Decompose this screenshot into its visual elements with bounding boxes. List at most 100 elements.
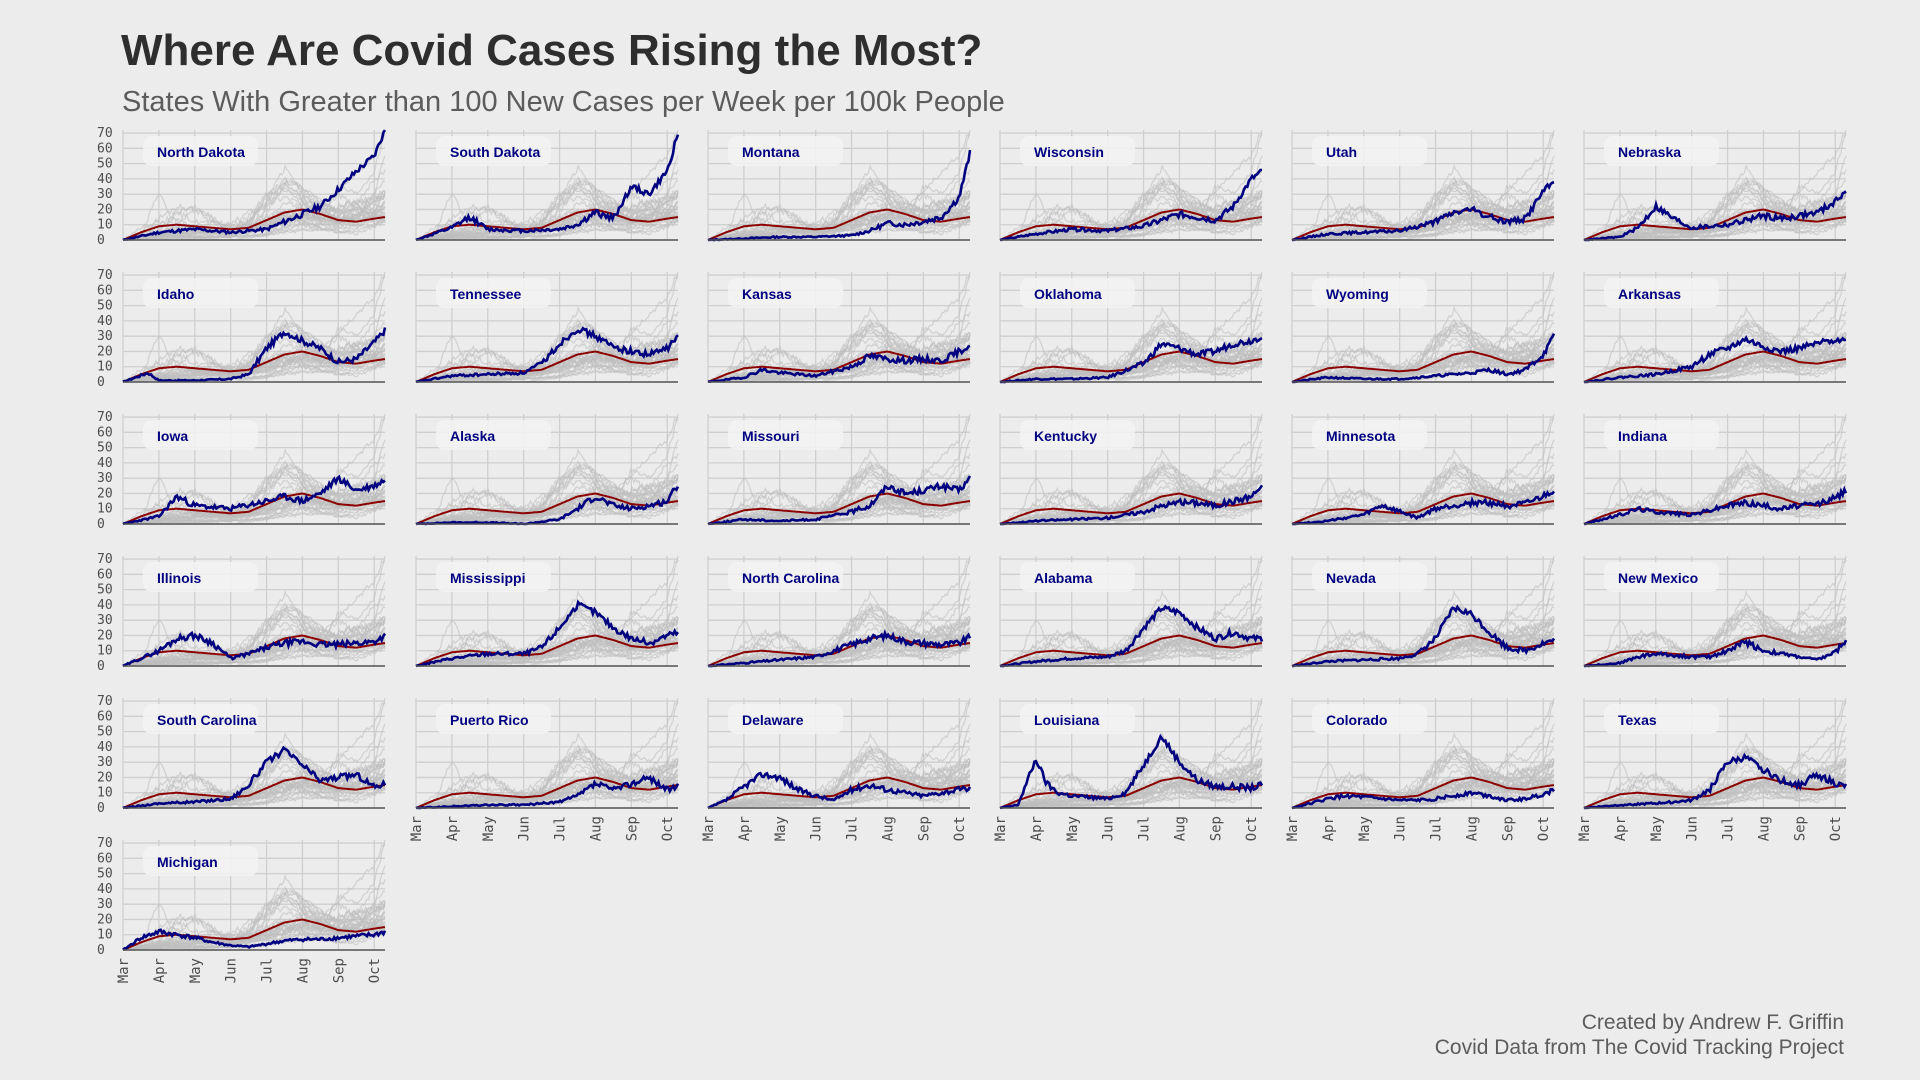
background-state-line xyxy=(1291,344,1555,383)
highlight-line xyxy=(1583,485,1848,526)
panel-label-background xyxy=(143,136,258,166)
y-tick-label: 10 xyxy=(97,502,113,517)
highlight-line xyxy=(415,134,680,242)
y-tick-label: 10 xyxy=(97,644,113,659)
highlight-line xyxy=(415,774,680,810)
background-state-line xyxy=(999,628,1263,667)
background-state-line xyxy=(415,786,679,809)
panel-label-background xyxy=(1312,420,1427,450)
background-state-line xyxy=(708,323,971,383)
y-tick-label: 70 xyxy=(97,552,113,567)
highlight-line xyxy=(1291,181,1555,242)
state-label: Nevada xyxy=(1326,570,1376,586)
panel-label-background xyxy=(143,278,258,308)
y-tick-label: 60 xyxy=(97,425,113,440)
panel-label-background xyxy=(436,562,551,592)
panel-label-background xyxy=(728,420,843,450)
average-line xyxy=(1291,350,1555,383)
background-state-line xyxy=(707,202,971,241)
panel-alabama: Alabama xyxy=(999,555,1264,668)
average-line xyxy=(415,350,679,383)
panel-louisiana: Louisiana Mar Apr May Jun Jul Aug Sep Oct xyxy=(993,697,1264,841)
x-tick-label: Sep xyxy=(1208,816,1224,841)
y-tick-label: 70 xyxy=(97,694,113,709)
background-state-line xyxy=(122,628,386,667)
x-tick-label: Jun xyxy=(1101,816,1117,841)
y-tick-label: 20 xyxy=(97,486,113,501)
background-state-line xyxy=(708,181,971,241)
background-state-line xyxy=(1000,323,1263,383)
panel-label-background xyxy=(1604,278,1719,308)
background-state-line xyxy=(1000,181,1263,241)
x-tick-label: Jul xyxy=(845,816,861,841)
x-tick-label: Apr xyxy=(152,958,168,983)
state-label: Nebraska xyxy=(1618,144,1681,160)
background-state-line xyxy=(122,612,386,667)
highlight-line xyxy=(999,733,1264,810)
panel-nebraska: Nebraska xyxy=(1583,129,1847,242)
panel-label-background xyxy=(143,846,258,876)
background-state-line xyxy=(122,486,386,525)
background-state-line xyxy=(415,502,679,525)
panel-label-background xyxy=(1020,562,1135,592)
panel-label-background xyxy=(436,420,551,450)
highlight-line xyxy=(1583,638,1848,668)
panel-kentucky: Kentucky xyxy=(999,413,1264,526)
y-tick-label: 0 xyxy=(97,233,105,248)
x-tick-label: Mar xyxy=(1577,816,1593,841)
x-tick-label: Oct xyxy=(952,816,968,841)
background-state-line xyxy=(1584,749,1847,809)
y-tick-label: 30 xyxy=(97,613,113,628)
x-tick-label: Aug xyxy=(1756,816,1772,841)
highlight-line xyxy=(1000,168,1262,242)
panel-minnesota: Minnesota xyxy=(1291,413,1556,526)
x-tick-label: Jun xyxy=(1685,816,1701,841)
background-state-line xyxy=(122,644,386,667)
panel-label-background xyxy=(1604,562,1719,592)
state-label: Louisiana xyxy=(1034,712,1100,728)
state-label: Iowa xyxy=(157,428,188,444)
panel-indiana: Indiana xyxy=(1583,413,1848,526)
x-tick-label: Sep xyxy=(624,816,640,841)
background-state-line xyxy=(707,644,971,667)
background-state-line xyxy=(707,786,971,809)
state-label: Puerto Rico xyxy=(450,712,529,728)
panel-south-dakota: South Dakota xyxy=(415,129,680,242)
y-tick-label: 50 xyxy=(97,157,113,172)
x-tick-label: Apr xyxy=(737,816,753,841)
y-tick-label: 30 xyxy=(97,897,113,912)
panel-label-background xyxy=(436,278,551,308)
x-tick-label: Aug xyxy=(1172,816,1188,841)
highlight-line xyxy=(999,604,1264,668)
background-state-line xyxy=(123,607,386,667)
x-tick-label: May xyxy=(1357,816,1373,841)
panel-label-background xyxy=(1020,704,1135,734)
y-tick-label: 0 xyxy=(97,943,105,958)
background-state-line xyxy=(1000,749,1263,809)
panel-label-background xyxy=(728,704,843,734)
average-line xyxy=(415,208,679,241)
background-state-line xyxy=(1583,770,1847,809)
background-state-line xyxy=(1583,786,1847,809)
average-line xyxy=(999,492,1263,525)
background-state-line xyxy=(1291,486,1555,525)
background-state-line xyxy=(122,360,386,383)
state-label: Idaho xyxy=(157,286,194,302)
state-label: Alabama xyxy=(1034,570,1093,586)
state-label: Delaware xyxy=(742,712,804,728)
panel-delaware: Delaware Mar Apr May Jun Jul Aug Sep Oct xyxy=(701,697,972,841)
background-state-line xyxy=(122,202,386,241)
y-tick-label: 60 xyxy=(97,851,113,866)
panel-puerto-rico: Puerto Rico Mar Apr May Jun Jul Aug Sep Oct xyxy=(409,697,680,841)
y-tick-label: 50 xyxy=(97,725,113,740)
x-tick-label: May xyxy=(481,816,497,841)
state-label: Montana xyxy=(742,144,800,160)
panel-tennessee: Tennessee xyxy=(415,271,679,383)
state-label: Wisconsin xyxy=(1034,144,1104,160)
state-label: Tennessee xyxy=(450,286,522,302)
y-tick-label: 60 xyxy=(97,141,113,156)
background-state-line xyxy=(1583,486,1847,525)
average-line xyxy=(707,776,971,809)
